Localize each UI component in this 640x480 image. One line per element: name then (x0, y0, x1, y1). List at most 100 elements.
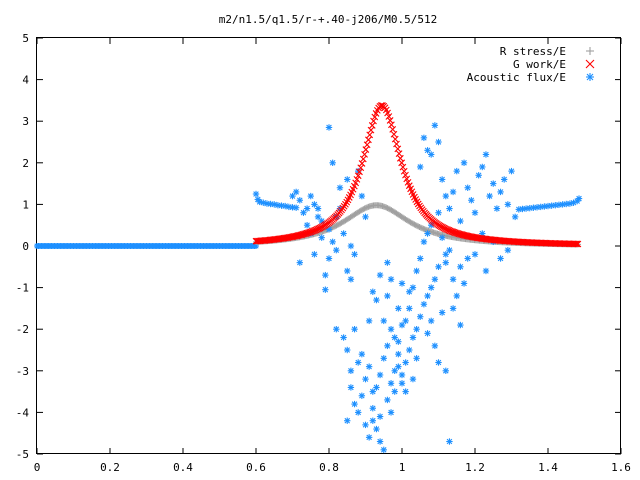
acoustic-flux-point (380, 446, 387, 454)
acoustic-flux-point (358, 350, 366, 358)
g-work-point (353, 175, 361, 183)
acoustic-flux-point (398, 280, 406, 287)
g-work-point (388, 121, 395, 129)
acoustic-flux-point (486, 192, 493, 200)
acoustic-flux-point (373, 384, 380, 391)
acoustic-flux-point (351, 251, 358, 258)
g-work-point (399, 163, 407, 171)
acoustic-flux-point (420, 301, 428, 308)
x-tick-label: 0.8 (319, 461, 339, 474)
acoustic-flux-point (355, 409, 362, 416)
acoustic-flux-point (413, 326, 420, 333)
acoustic-flux-point (362, 421, 369, 429)
acoustic-flux-point (355, 359, 362, 366)
acoustic-flux-point (449, 305, 457, 312)
acoustic-flux-point (457, 321, 464, 329)
acoustic-flux-point (398, 380, 406, 387)
y-tick-label: 4 (22, 74, 29, 87)
acoustic-flux-point (292, 188, 300, 196)
y-tick-label: 5 (22, 32, 29, 45)
g-work-point (365, 136, 372, 144)
acoustic-flux-point (296, 197, 303, 204)
acoustic-flux-point (384, 396, 391, 404)
acoustic-flux-point (362, 375, 369, 383)
r-stress-point (408, 220, 415, 227)
acoustic-flux-point (314, 205, 322, 212)
r-stress-point (330, 223, 337, 230)
acoustic-flux-point (344, 176, 351, 183)
acoustic-flux-point (453, 167, 460, 175)
acoustic-flux-point (311, 251, 318, 258)
g-work-point (362, 146, 370, 153)
acoustic-flux-point (395, 305, 402, 312)
legend-label: G work/E (513, 58, 566, 71)
acoustic-flux-point (322, 286, 329, 293)
acoustic-flux-point (307, 192, 314, 200)
acoustic-flux-point (435, 263, 442, 270)
acoustic-flux-point (380, 317, 387, 325)
g-work-point (402, 171, 409, 179)
acoustic-flux-point (369, 288, 376, 295)
acoustic-flux-point (431, 276, 439, 283)
acoustic-flux-point (406, 305, 413, 312)
acoustic-flux-point (497, 188, 504, 196)
acoustic-flux-point (471, 251, 479, 258)
acoustic-flux-point (446, 246, 453, 254)
x-tick-label: 1.4 (538, 461, 558, 474)
acoustic-flux-point (435, 138, 442, 146)
g-work-point (354, 172, 362, 180)
g-work-point (296, 231, 303, 239)
x-tick-label: 0 (34, 461, 41, 474)
acoustic-flux-point (424, 292, 431, 300)
acoustic-flux-point (333, 326, 340, 333)
y-tick-label: 3 (22, 115, 29, 128)
acoustic-flux-point (292, 204, 300, 211)
acoustic-flux-point (340, 334, 347, 341)
acoustic-flux-point (479, 163, 486, 171)
acoustic-flux-point (402, 388, 409, 395)
g-work-point (574, 240, 582, 248)
acoustic-flux-point (464, 255, 471, 262)
r-stress-point (334, 221, 341, 228)
acoustic-flux-point (424, 330, 431, 337)
acoustic-flux-point (391, 334, 398, 341)
acoustic-flux-point (446, 438, 453, 445)
r-stress-point (384, 205, 391, 212)
acoustic-flux-point (358, 192, 366, 200)
acoustic-flux-point (575, 195, 583, 202)
acoustic-flux-point (504, 201, 512, 208)
acoustic-flux-point (252, 190, 260, 198)
r-stress-point (413, 222, 420, 229)
acoustic-flux-point (428, 284, 435, 291)
acoustic-flux-point (442, 367, 449, 374)
acoustic-flux-point (468, 197, 475, 204)
acoustic-flux-point (380, 355, 387, 362)
acoustic-flux-point (376, 438, 384, 445)
g-work-point (458, 231, 466, 238)
g-work-point (363, 141, 371, 149)
acoustic-flux-point (446, 205, 453, 212)
y-tick-label: -1 (16, 282, 29, 295)
g-work-point (359, 155, 367, 163)
acoustic-flux-point (365, 434, 373, 441)
acoustic-flux-point (344, 417, 351, 424)
acoustic-flux-point (365, 317, 373, 325)
acoustic-flux-point (395, 363, 402, 370)
acoustic-flux-point (369, 388, 376, 395)
x-tick-label: 0.6 (246, 461, 266, 474)
r-stress-point (411, 221, 418, 228)
legend-marker (586, 73, 594, 81)
x-tick-label: 1 (399, 461, 406, 474)
acoustic-flux-point (384, 259, 391, 266)
acoustic-flux-point (391, 367, 398, 374)
y-tick-label: 1 (22, 198, 29, 211)
acoustic-flux-point (482, 151, 490, 158)
acoustic-flux-point (424, 230, 431, 237)
r-stress-point (385, 205, 392, 212)
acoustic-flux-point (303, 205, 311, 212)
g-work-point (361, 150, 368, 158)
acoustic-flux-point (453, 292, 460, 300)
acoustic-flux-point (438, 309, 446, 316)
